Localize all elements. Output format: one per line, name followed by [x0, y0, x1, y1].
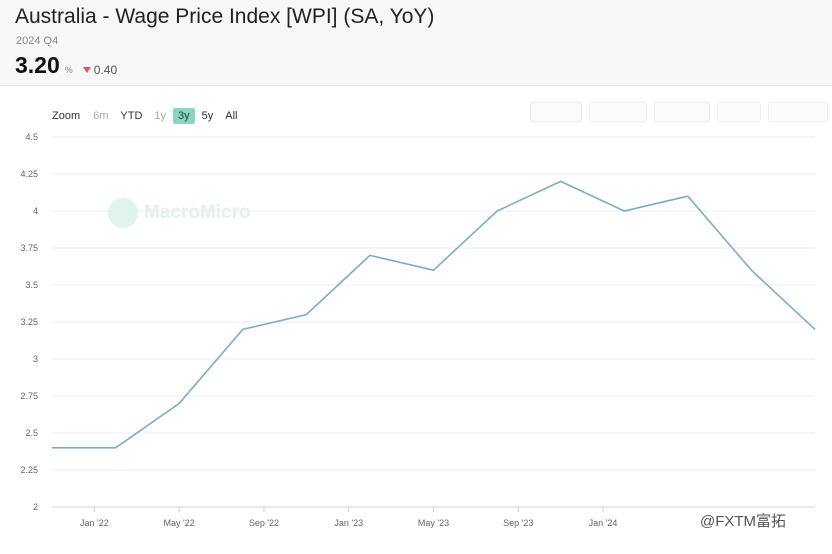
- y-tick-label: 3.5: [25, 280, 38, 290]
- value-unit: %: [64, 65, 73, 75]
- x-axis-ticks: Jan '22 May '22 Sep '22 Jan '23 May '23 Sep '…: [80, 507, 617, 528]
- macromicro-logo-icon: [108, 198, 138, 228]
- toolbar-button-3[interactable]: [654, 102, 710, 122]
- zoom-all-button[interactable]: All: [225, 110, 238, 122]
- zoom-6m-button[interactable]: 6m: [93, 110, 109, 122]
- zoom-5y-button[interactable]: 5y: [201, 110, 214, 122]
- y-tick-label: 4.25: [20, 169, 38, 179]
- zoom-ytd-button[interactable]: YTD: [120, 110, 143, 122]
- series-line: [52, 180, 816, 449]
- down-triangle-icon: [82, 67, 91, 73]
- watermark: MacroMicro: [108, 198, 251, 228]
- y-axis-ticks: 2 2.25 2.5 2.75 3 3.25 3.5 3.75 4 4.25 4.5: [20, 132, 38, 512]
- gridlines: [52, 136, 815, 508]
- x-tick-label: May '23: [418, 518, 449, 528]
- period-label: 2024 Q4: [16, 35, 59, 47]
- latest-value-row: 3.20 % 0.40: [15, 52, 117, 79]
- x-tick-label: Jan '24: [589, 518, 618, 528]
- y-tick-label: 4.5: [25, 132, 38, 142]
- x-tick-label: May '22: [164, 518, 195, 528]
- chart-title: Australia - Wage Price Index [WPI] (SA, …: [15, 5, 435, 28]
- change-indicator: 0.40: [82, 63, 118, 77]
- x-tick-label: Jan '22: [80, 518, 109, 528]
- zoom-selector: Zoom 6m YTD 1y 3y 5y All: [52, 108, 245, 124]
- x-tick-label: Sep '22: [249, 518, 279, 528]
- x-tick-label: Jan '23: [334, 518, 363, 528]
- toolbar-button-5[interactable]: [768, 102, 828, 122]
- watermark-text: MacroMicro: [144, 202, 251, 223]
- y-tick-label: 2.25: [20, 465, 38, 475]
- zoom-3y-button[interactable]: 3y: [173, 108, 195, 124]
- y-tick-label: 4: [33, 206, 38, 216]
- chart-toolbar: [523, 102, 828, 122]
- toolbar-button-4[interactable]: [717, 102, 761, 122]
- y-tick-label: 3.25: [20, 317, 38, 327]
- y-tick-label: 2: [33, 502, 38, 512]
- header: Australia - Wage Price Index [WPI] (SA, …: [0, 0, 832, 86]
- y-tick-label: 3.75: [20, 243, 38, 253]
- y-tick-label: 2.75: [20, 391, 38, 401]
- y-tick-label: 2.5: [25, 428, 38, 438]
- latest-value: 3.20: [15, 52, 60, 78]
- footer-watermark: @FXTM富拓: [698, 510, 789, 531]
- y-tick-label: 3: [33, 354, 38, 364]
- change-value: 0.40: [93, 63, 118, 77]
- x-tick-label: Sep '23: [503, 518, 533, 528]
- toolbar-button-1[interactable]: [530, 102, 582, 122]
- zoom-1y-button[interactable]: 1y: [154, 110, 167, 122]
- toolbar-button-2[interactable]: [589, 102, 647, 122]
- zoom-label: Zoom: [52, 110, 81, 122]
